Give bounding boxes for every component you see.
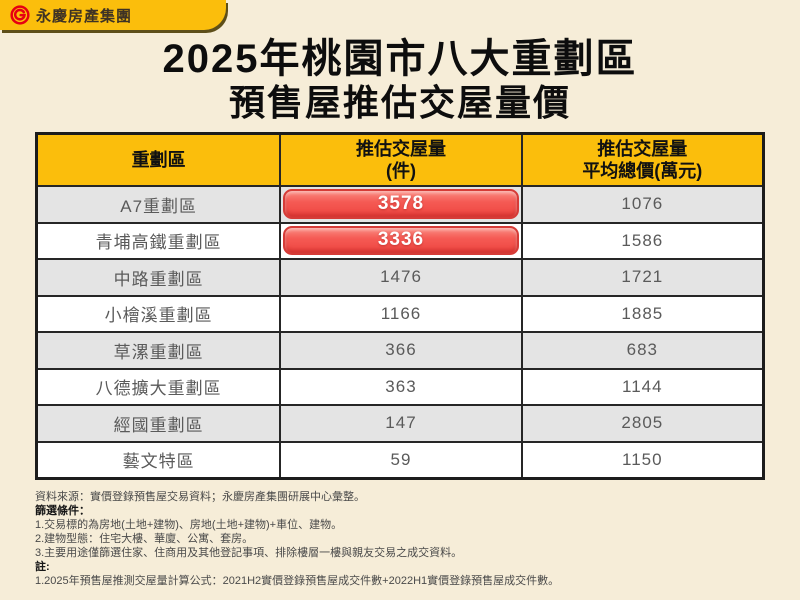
table-row: 草漯重劃區 366 683 [38,331,762,368]
table-row: 藝文特區 59 1150 [38,440,762,478]
volume-value: 1166 [380,303,422,323]
header-avg-price-line1: 推估交屋量 [597,139,688,159]
table-row: 八德擴大重劃區 363 1144 [38,367,762,405]
footer-line: 1.交易標的為房地(土地+建物)、房地(土地+建物)+車位、建物。 [35,519,343,531]
avg-price-value: 1150 [622,449,663,469]
volume-value: 363 [385,376,417,396]
header-zone: 重劃區 [38,135,279,185]
header-avg-price: 推估交屋量 平均總價(萬元) [520,135,762,185]
zone-label: 經國重劃區 [113,415,204,435]
avg-price-value: 683 [626,340,658,360]
avg-price-cell: 1150 [520,442,762,477]
zone-cell: 草漯重劃區 [38,333,279,368]
volume-cell: 59 [279,442,520,477]
avg-price-value: 1721 [621,267,664,287]
header-volume-line1: 推估交屋量 [355,139,446,159]
avg-price-value: 1586 [621,230,664,250]
volume-value: 3336 [283,225,519,255]
zone-label: 藝文特區 [122,452,195,472]
volume-cell: 147 [279,406,520,441]
zone-label: 八德擴大重劃區 [95,379,222,399]
table-row: 青埔高鐵重劃區 3336 1586 [38,221,762,259]
source-line: 資料來源：實價登錄預售屋交易資料；永慶房產集團研展中心彙整。 [35,491,365,503]
table-row: 中路重劃區 1476 1721 [38,258,762,295]
table-row: A7重劃區 3578 1076 [38,185,762,222]
table-row: 小檜溪重劃區 1166 1885 [38,294,762,332]
avg-price-cell: 1721 [520,260,762,295]
zone-cell: 中路重劃區 [38,260,279,295]
zone-label: A7重劃區 [120,196,198,216]
zone-label: 草漯重劃區 [113,342,204,362]
zone-cell: 青埔高鐵重劃區 [38,224,279,259]
avg-price-cell: 1586 [520,223,762,258]
avg-price-cell: 683 [520,333,762,368]
volume-cell: 1476 [279,260,520,295]
avg-price-cell: 2805 [520,406,762,441]
yungching-logo-icon [10,5,30,25]
avg-price-value: 1076 [621,194,664,214]
header-volume-line2: (件) [385,161,416,181]
volume-value: 366 [385,340,417,360]
title-line-1: 2025年桃園市八大重劃區 [162,37,638,81]
zone-cell: A7重劃區 [38,187,279,222]
footer-notes: 資料來源：實價登錄預售屋交易資料；永慶房產集團研展中心彙整。 篩選條件： 1.交… [35,490,765,588]
volume-cell: 3336 [279,223,520,258]
volume-cell: 3578 [279,187,520,222]
zone-label: 青埔高鐵重劃區 [95,233,222,253]
brand-name: 永慶房產集團 [36,7,133,25]
filter-list: 1.交易標的為房地(土地+建物)、房地(土地+建物)+車位、建物。 2.建物型態：… [35,518,765,560]
footer-line: 2.建物型態：住宅大樓、華廈、公寓、套房。 [35,533,254,545]
volume-value: 59 [390,449,412,469]
table-header-row: 重劃區 推估交屋量 (件) 推估交屋量 平均總價(萬元) [38,135,762,185]
filter-conditions-label: 篩選條件： [35,505,90,517]
avg-price-cell: 1144 [520,369,762,404]
avg-price-value: 2805 [621,413,664,433]
header-zone-label: 重劃區 [131,150,186,170]
volume-cell: 1166 [279,296,520,331]
header-volume: 推估交屋量 (件) [279,135,520,185]
zone-cell: 經國重劃區 [38,406,279,441]
footer-line: 3.主要用途僅篩選住家、住商用及其他登記事項、排除樓層一樓與親友交易之成交資料。 [35,547,463,559]
zones-table: 重劃區 推估交屋量 (件) 推估交屋量 平均總價(萬元) A7重劃區 3578 … [35,132,765,480]
volume-value: 3578 [283,189,519,219]
table-row: 經國重劃區 147 2805 [38,404,762,441]
brand-banner: 永慶房產集團 [0,0,226,30]
avg-price-value: 1885 [621,303,664,323]
header-avg-price-line2: 平均總價(萬元) [582,161,703,181]
infographic-title: 2025年桃園市八大重劃區 預售屋推估交屋量價 [0,0,800,124]
avg-price-cell: 1076 [520,187,762,222]
zone-cell: 小檜溪重劃區 [38,297,279,332]
footer-line: 1.2025年預售屋推測交屋量計算公式：2021H2實價登錄預售屋成交件數+20… [35,575,560,587]
zone-label: 小檜溪重劃區 [104,306,213,326]
avg-price-value: 1144 [622,376,663,396]
volume-value: 1476 [380,267,422,287]
title-line-2: 預售屋推估交屋量價 [228,82,571,123]
zone-cell: 藝文特區 [38,443,279,478]
zone-label: 中路重劃區 [113,269,204,289]
volume-cell: 363 [279,369,520,404]
note-label: 註: [35,561,50,573]
avg-price-cell: 1885 [520,296,762,331]
volume-value: 147 [385,413,417,433]
zone-cell: 八德擴大重劃區 [38,370,279,405]
volume-cell: 366 [279,333,520,368]
note-list: 1.2025年預售屋推測交屋量計算公式：2021H2實價登錄預售屋成交件數+20… [35,574,765,588]
